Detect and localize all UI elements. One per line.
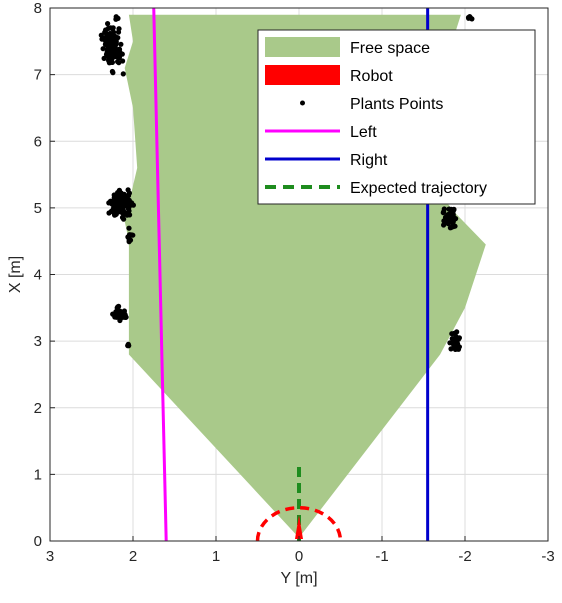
y-tick-label: 4 bbox=[34, 267, 42, 284]
plant-point bbox=[455, 346, 462, 352]
plant-point bbox=[447, 211, 453, 217]
plant-point bbox=[126, 343, 132, 349]
y-tick-label: 6 bbox=[34, 133, 42, 150]
plant-point bbox=[130, 202, 136, 208]
plant-point bbox=[441, 222, 447, 228]
legend-label: Free space bbox=[350, 40, 430, 57]
y-tick-label: 2 bbox=[34, 400, 42, 417]
y-tick-label: 8 bbox=[34, 0, 42, 17]
legend-label: Left bbox=[350, 124, 377, 141]
plant-point bbox=[112, 45, 118, 51]
plant-point bbox=[116, 201, 122, 207]
legend-label: Expected trajectory bbox=[350, 180, 487, 197]
plant-point bbox=[126, 225, 132, 231]
x-tick-label: -1 bbox=[375, 548, 388, 565]
legend-swatch bbox=[300, 100, 305, 106]
plant-point bbox=[467, 15, 474, 21]
plant-point bbox=[109, 59, 115, 65]
legend: Free space Robot Plants Points Left Right Exp… bbox=[257, 29, 536, 205]
plant-point bbox=[453, 216, 459, 222]
plant-point bbox=[108, 208, 114, 214]
legend-label: Plants Points bbox=[350, 96, 443, 113]
plant-point bbox=[116, 46, 123, 52]
plant-point bbox=[118, 41, 124, 47]
x-tick-label: 1 bbox=[212, 548, 220, 565]
plant-point bbox=[102, 41, 108, 48]
legend-swatch bbox=[265, 65, 340, 85]
plant-point bbox=[113, 212, 119, 218]
plant-point bbox=[108, 45, 114, 51]
series-line-left bbox=[152, 7, 168, 542]
y-axis-label: X [m] bbox=[7, 256, 24, 293]
x-tick-label: 2 bbox=[129, 548, 137, 565]
plant-point bbox=[114, 197, 120, 203]
plant-point bbox=[106, 200, 112, 206]
plant-point bbox=[122, 312, 128, 318]
legend-entry-plants: Plants Points bbox=[300, 96, 443, 113]
legend-entry-free: Free space bbox=[265, 37, 430, 57]
plant-point bbox=[112, 34, 119, 40]
plant-point bbox=[126, 237, 132, 243]
tick-labels: 3 2 1 0 -1 -2 -3 0 1 2 3 4 5 6 7 8 bbox=[34, 0, 555, 565]
plant-point bbox=[110, 25, 116, 31]
plant-point bbox=[452, 223, 458, 229]
x-tick-label: 3 bbox=[46, 548, 54, 565]
plant-point bbox=[120, 196, 126, 202]
plant-point bbox=[128, 232, 134, 238]
plant-point bbox=[451, 206, 457, 212]
plant-point bbox=[110, 311, 116, 317]
plant-point bbox=[115, 59, 121, 65]
plant-point bbox=[114, 310, 120, 316]
plant-point bbox=[123, 202, 129, 208]
legend-label: Right bbox=[350, 152, 388, 169]
plant-point bbox=[449, 331, 455, 337]
legend-entry-robot: Robot bbox=[265, 65, 393, 85]
plant-point bbox=[120, 71, 126, 77]
x-tick-label: 0 bbox=[295, 548, 303, 565]
x-tick-label: -2 bbox=[458, 548, 471, 565]
y-tick-label: 7 bbox=[34, 67, 42, 84]
y-tick-label: 1 bbox=[34, 466, 42, 483]
plant-point bbox=[113, 16, 119, 22]
legend-entry-left: Left bbox=[265, 124, 377, 141]
x-axis-label: Y [m] bbox=[280, 570, 317, 587]
plant-point bbox=[121, 216, 127, 222]
robot-marker bbox=[255, 506, 343, 542]
x-tick-label: -3 bbox=[541, 548, 554, 565]
robot-heading-arrow bbox=[295, 515, 303, 539]
plant-point bbox=[105, 21, 111, 27]
plant-point bbox=[105, 25, 111, 31]
plant-point bbox=[110, 70, 116, 76]
plant-point bbox=[115, 304, 121, 310]
plant-point bbox=[447, 225, 453, 231]
plant-point bbox=[112, 51, 118, 57]
plant-point bbox=[104, 33, 110, 39]
legend-entry-expected: Expected trajectory bbox=[265, 180, 487, 197]
y-tick-label: 0 bbox=[34, 533, 42, 550]
y-tick-label: 5 bbox=[34, 200, 42, 217]
y-tick-label: 3 bbox=[34, 333, 42, 350]
plant-point bbox=[115, 29, 122, 35]
plant-point bbox=[440, 210, 446, 216]
plant-point bbox=[100, 46, 106, 52]
legend-box bbox=[257, 29, 536, 205]
plant-points bbox=[98, 14, 475, 352]
legend-swatch bbox=[265, 37, 340, 57]
plant-point bbox=[454, 337, 460, 343]
legend-label: Robot bbox=[350, 68, 393, 85]
plant-point bbox=[126, 197, 132, 203]
plant-point bbox=[119, 51, 125, 57]
legend-entry-right: Right bbox=[265, 152, 388, 169]
plant-point bbox=[122, 210, 128, 216]
plant-point bbox=[443, 217, 449, 223]
